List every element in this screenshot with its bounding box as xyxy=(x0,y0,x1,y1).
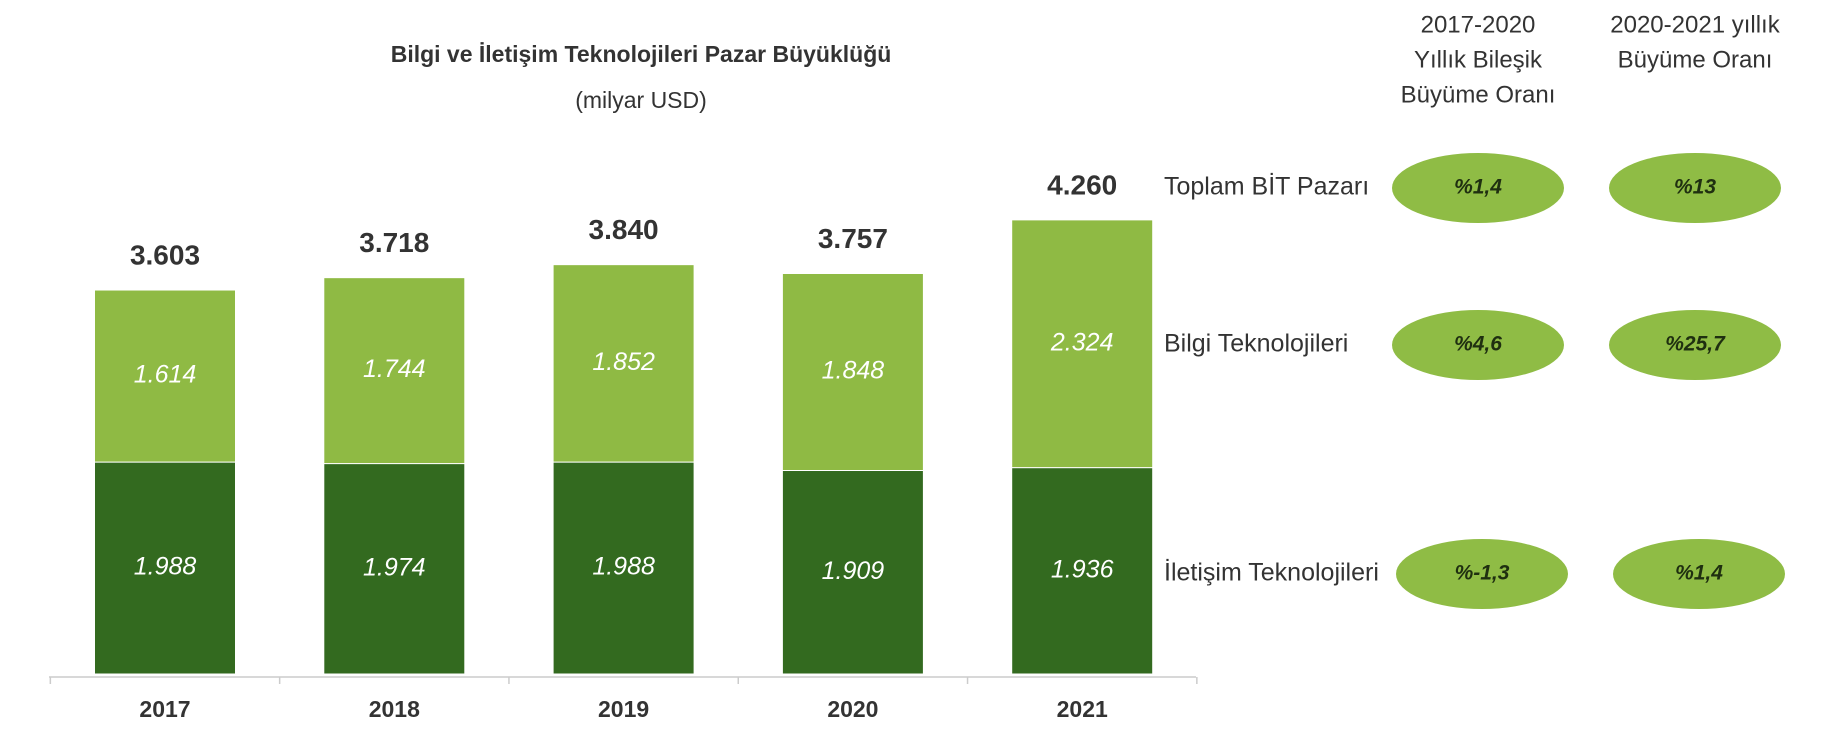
x-tick-label: 2019 xyxy=(598,696,649,722)
total-label: 3.603 xyxy=(130,239,200,270)
growth-value: %25,7 xyxy=(1665,333,1726,356)
chart-title: Bilgi ve İletişim Teknolojileri Pazar Bü… xyxy=(391,41,892,67)
value-label: 1.848 xyxy=(822,357,885,385)
total-label: 4.260 xyxy=(1047,169,1117,200)
bar-segment xyxy=(94,461,236,675)
bar-segment xyxy=(1011,467,1154,675)
bar-segment xyxy=(781,470,924,675)
value-label: 1.988 xyxy=(134,553,197,581)
growth-value: %1,4 xyxy=(1454,176,1502,199)
column-header: Büyüme Oranı xyxy=(1618,46,1773,73)
value-label: 1.988 xyxy=(592,553,655,581)
value-label: 1.744 xyxy=(363,355,426,383)
column-header: 2017-2020 xyxy=(1421,11,1536,38)
column-header: Yıllık Bileşik xyxy=(1414,46,1543,73)
chart-subtitle: (milyar USD) xyxy=(575,87,707,113)
total-label: 3.757 xyxy=(818,223,888,254)
growth-value: %13 xyxy=(1674,176,1716,199)
growth-badge xyxy=(1396,539,1568,609)
growth-badge xyxy=(1392,153,1564,223)
growth-badge xyxy=(1609,310,1781,380)
bar-segment xyxy=(552,264,695,463)
total-label: 3.718 xyxy=(359,227,429,258)
bar-segment xyxy=(781,273,924,472)
growth-badge xyxy=(1609,153,1781,223)
x-tick-label: 2020 xyxy=(827,696,878,722)
column-header: 2020-2021 yıllık xyxy=(1610,11,1780,38)
growth-value: %1,4 xyxy=(1675,562,1723,585)
growth-value: %-1,3 xyxy=(1455,562,1510,585)
bar-segment xyxy=(552,461,695,675)
growth-badge xyxy=(1392,310,1564,380)
value-label: 1.974 xyxy=(363,553,426,581)
bar-segment xyxy=(323,277,466,465)
bar-segment xyxy=(1011,219,1154,469)
value-label: 1.909 xyxy=(822,557,885,585)
value-label: 2.324 xyxy=(1050,328,1114,356)
column-header: Büyüme Oranı xyxy=(1401,81,1556,108)
value-label: 1.936 xyxy=(1051,555,1114,583)
x-tick-label: 2017 xyxy=(139,696,190,722)
bar-segment xyxy=(323,463,466,675)
growth-value: %4,6 xyxy=(1454,333,1502,356)
value-label: 1.614 xyxy=(134,361,197,389)
row-label: İletişim Teknolojileri xyxy=(1164,558,1379,587)
growth-badge xyxy=(1613,539,1785,609)
value-label: 1.852 xyxy=(592,348,655,376)
row-label: Toplam BİT Pazarı xyxy=(1164,172,1369,201)
bar-segment xyxy=(94,289,236,463)
row-label: Bilgi Teknolojileri xyxy=(1164,330,1348,358)
x-tick-label: 2021 xyxy=(1057,696,1108,722)
x-tick-label: 2018 xyxy=(369,696,420,722)
total-label: 3.840 xyxy=(589,214,659,245)
